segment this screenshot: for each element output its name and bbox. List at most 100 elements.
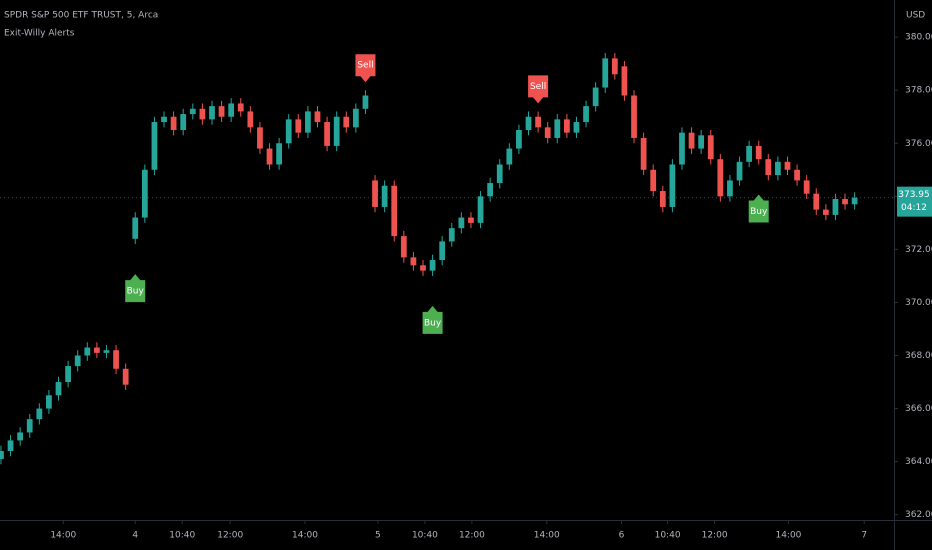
x-tick-label: 5 bbox=[375, 531, 381, 541]
signal-marker bbox=[748, 194, 769, 223]
candle-body bbox=[305, 111, 311, 133]
candle-body bbox=[65, 366, 71, 383]
candle-body bbox=[573, 122, 580, 133]
candle-body bbox=[199, 108, 206, 120]
candle-body bbox=[669, 164, 676, 207]
candle-body bbox=[36, 408, 43, 420]
candle-body bbox=[209, 106, 215, 120]
price-tag-countdown: 04:12 bbox=[901, 203, 927, 213]
candle-body bbox=[631, 95, 637, 138]
candle-body bbox=[516, 130, 522, 149]
candle-body bbox=[228, 103, 235, 117]
candle-body bbox=[448, 228, 455, 242]
candle-body bbox=[707, 135, 714, 160]
candle-body bbox=[535, 116, 541, 128]
x-tick-label: 12:00 bbox=[217, 531, 243, 541]
candle-body bbox=[813, 193, 820, 210]
candle-body bbox=[352, 108, 359, 128]
candle-body bbox=[487, 183, 494, 197]
y-tick-label: 362.00 bbox=[905, 510, 932, 520]
candle-body bbox=[755, 145, 762, 160]
candle-body bbox=[46, 395, 52, 409]
candle-body bbox=[400, 236, 407, 258]
signal-marker bbox=[125, 274, 146, 303]
x-tick-label: 14:00 bbox=[534, 531, 560, 541]
candle-body bbox=[266, 148, 273, 165]
y-tick-label: 366.00 bbox=[905, 404, 932, 414]
price-tag bbox=[897, 186, 932, 217]
candle-body bbox=[717, 159, 724, 197]
candle-body bbox=[429, 260, 436, 271]
candle-body bbox=[640, 137, 647, 170]
candle-body bbox=[276, 143, 282, 165]
signal-marker bbox=[528, 75, 549, 104]
candle-body bbox=[55, 382, 62, 396]
candle-body bbox=[727, 180, 733, 197]
candle-body bbox=[0, 451, 4, 459]
candle-body bbox=[525, 116, 532, 130]
candle-body bbox=[506, 148, 513, 165]
candle-body bbox=[458, 217, 465, 229]
x-tick-label: 14:00 bbox=[292, 531, 318, 541]
candle-body bbox=[247, 111, 254, 128]
candle-body bbox=[324, 122, 330, 146]
candle-body bbox=[564, 119, 570, 133]
signal-label: Buy bbox=[127, 287, 145, 297]
candle-body bbox=[832, 198, 839, 215]
candle-body bbox=[314, 111, 321, 123]
candle-body bbox=[679, 132, 685, 165]
candle-body bbox=[659, 191, 666, 207]
candle-body bbox=[688, 132, 695, 149]
candle-body bbox=[122, 368, 129, 385]
candle-body bbox=[775, 161, 781, 176]
candle-body bbox=[583, 106, 589, 123]
candle-body bbox=[17, 432, 24, 441]
candle-body bbox=[765, 159, 772, 176]
candle-body bbox=[151, 122, 158, 170]
candle-body bbox=[295, 119, 302, 133]
signal-marker bbox=[355, 54, 376, 83]
candle-body bbox=[410, 257, 417, 266]
candle-body bbox=[468, 217, 474, 223]
candle-body bbox=[698, 135, 705, 149]
candle-body bbox=[343, 116, 350, 128]
signal-label: Sell bbox=[357, 61, 373, 71]
y-tick-label: 372.00 bbox=[905, 245, 932, 255]
signal-marker bbox=[422, 305, 443, 334]
candle-body bbox=[803, 180, 810, 194]
candle-body bbox=[141, 169, 148, 218]
candle-body bbox=[7, 440, 14, 452]
candle-body bbox=[257, 127, 263, 149]
candle-body bbox=[84, 347, 91, 356]
x-tick-label: 14:00 bbox=[50, 531, 76, 541]
candle-body bbox=[74, 355, 81, 367]
candle-body bbox=[132, 217, 139, 239]
candle-body bbox=[544, 127, 551, 138]
candle-body bbox=[650, 169, 657, 192]
candle-body bbox=[746, 145, 752, 162]
x-tick-label: 10:40 bbox=[655, 531, 681, 541]
candle-body bbox=[103, 350, 110, 353]
candle-body bbox=[602, 58, 609, 88]
candle-body bbox=[621, 66, 628, 96]
x-tick-label: 7 bbox=[861, 531, 867, 541]
signal-label: Buy bbox=[424, 318, 442, 328]
candle-body bbox=[822, 209, 829, 215]
candle-body bbox=[851, 197, 858, 205]
candle-body bbox=[554, 119, 561, 138]
y-tick-label: 368.00 bbox=[905, 351, 932, 361]
candle-body bbox=[381, 185, 388, 207]
y-tick-label: 364.00 bbox=[905, 457, 932, 467]
candle-body bbox=[285, 119, 292, 144]
x-tick-label: 6 bbox=[619, 531, 625, 541]
x-tick-label: 12:00 bbox=[459, 531, 485, 541]
indicator-name: Exit-Willy Alerts bbox=[4, 29, 75, 39]
chart-title: SPDR S&P 500 ETF TRUST, 5, Arca bbox=[4, 11, 158, 21]
candle-body bbox=[420, 265, 426, 271]
candle-body bbox=[842, 198, 848, 205]
y-tick-label: 380.00 bbox=[905, 33, 932, 43]
candle-body bbox=[794, 169, 800, 181]
candle-body bbox=[372, 180, 378, 207]
candle-body bbox=[439, 241, 446, 260]
